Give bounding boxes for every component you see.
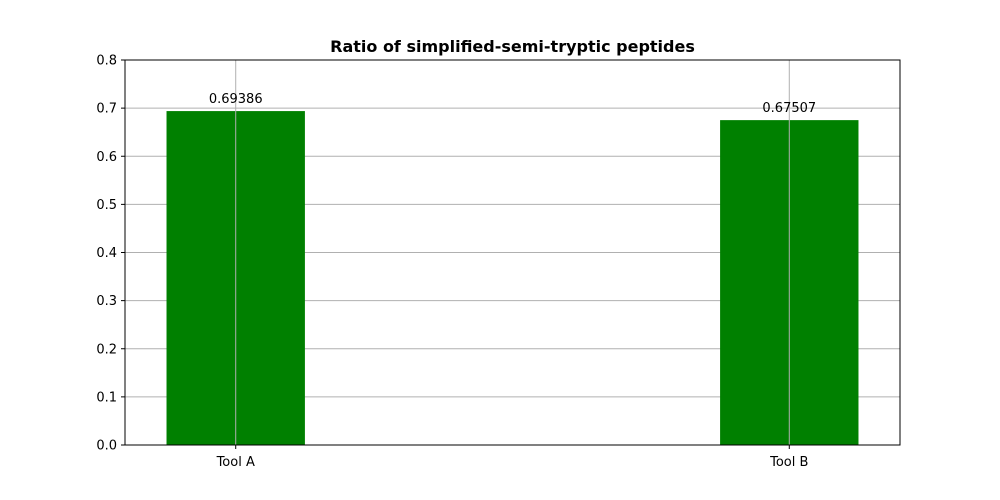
y-tick-label: 0.0 — [96, 439, 117, 454]
data-labels: 0.69386 0.67507 — [209, 92, 816, 116]
y-tick-label: 0.2 — [96, 342, 117, 357]
y-tick-label: 0.3 — [96, 294, 117, 309]
data-label: 0.67507 — [762, 101, 816, 116]
x-axis: Tool A Tool B — [216, 445, 808, 470]
y-tick-label: 0.4 — [96, 246, 117, 261]
y-tick-label: 0.7 — [96, 102, 117, 117]
y-axis: 0.0 0.1 0.2 0.3 0.4 0.5 0.6 0.7 0.8 — [96, 54, 125, 454]
vertical-grid-lines — [235, 60, 790, 445]
x-tick-label: Tool B — [769, 455, 808, 470]
chart-title: Ratio of simplified-semi-tryptic peptide… — [330, 37, 695, 56]
y-tick-label: 0.1 — [96, 390, 117, 405]
y-tick-label: 0.5 — [96, 198, 117, 213]
y-tick-label: 0.8 — [96, 54, 117, 69]
data-label: 0.69386 — [209, 92, 263, 107]
y-tick-label: 0.6 — [96, 150, 117, 165]
x-tick-label: Tool A — [216, 455, 255, 470]
